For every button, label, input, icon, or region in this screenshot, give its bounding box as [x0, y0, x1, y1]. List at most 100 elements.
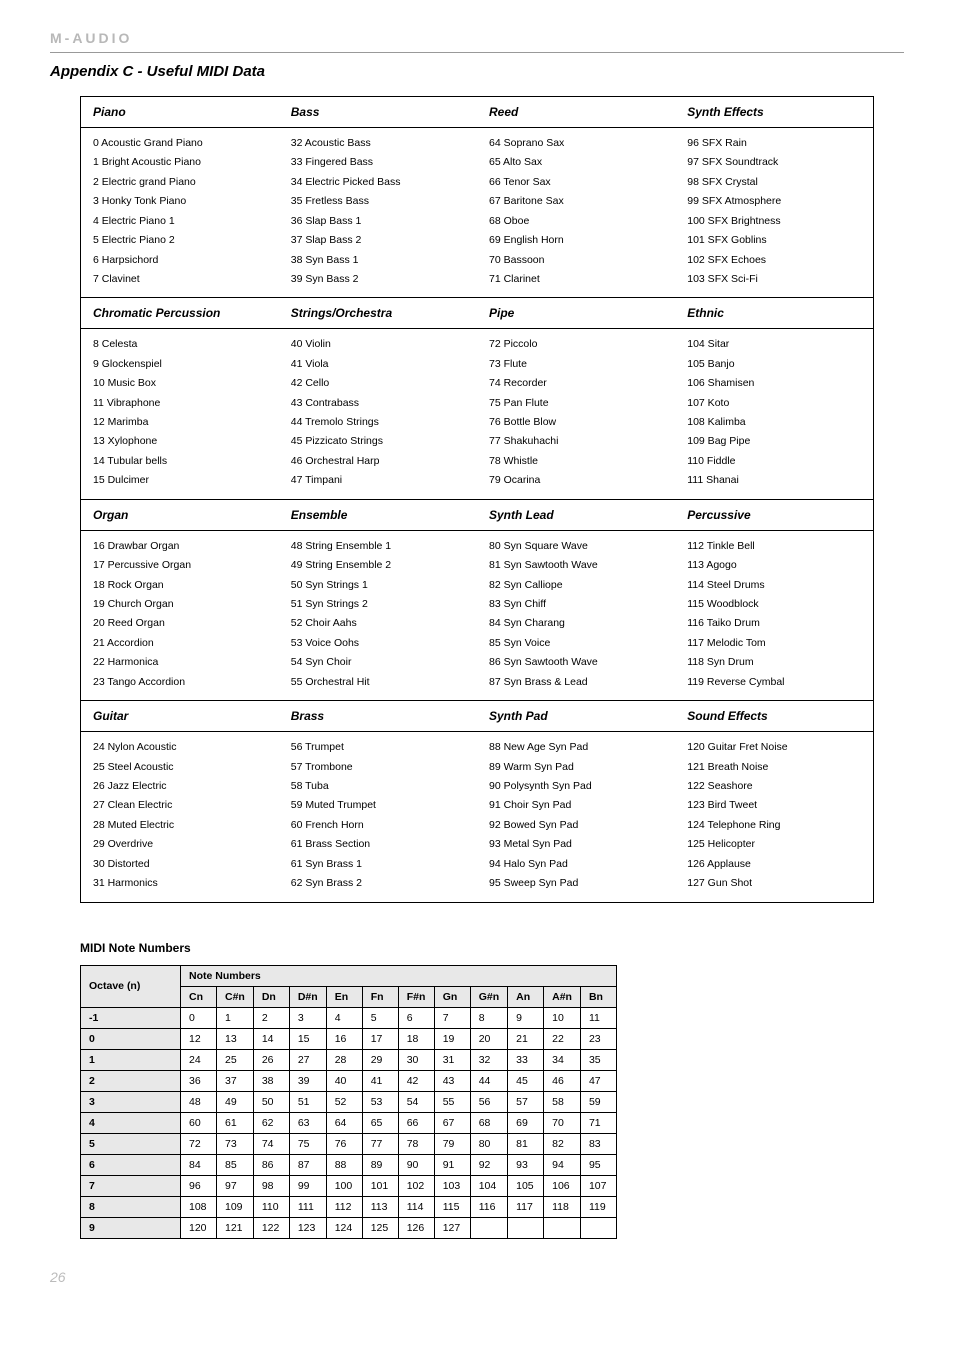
note-value-cell: 91	[434, 1154, 470, 1175]
category-items: 96 SFX Rain97 SFX Soundtrack98 SFX Cryst…	[675, 128, 873, 297]
instrument-item: 62 Syn Brass 2	[291, 874, 465, 893]
instrument-item: 12 Marimba	[93, 413, 267, 432]
instrument-item: 2 Electric grand Piano	[93, 173, 267, 192]
note-value-cell: 35	[580, 1049, 616, 1070]
note-value-cell: 109	[217, 1196, 254, 1217]
octave-cell: 7	[81, 1175, 181, 1196]
instrument-item: 107 Koto	[687, 394, 861, 413]
note-column-header: D#n	[289, 986, 326, 1007]
instrument-item: 61 Syn Brass 1	[291, 855, 465, 874]
category-items: 56 Trumpet57 Trombone58 Tuba59 Muted Tru…	[279, 732, 477, 901]
note-value-cell: 39	[289, 1070, 326, 1091]
note-value-cell: 32	[470, 1049, 507, 1070]
octave-cell: 4	[81, 1112, 181, 1133]
note-value-cell: 46	[544, 1070, 581, 1091]
octave-cell: 6	[81, 1154, 181, 1175]
note-value-cell: 119	[580, 1196, 616, 1217]
instrument-item: 47 Timpani	[291, 471, 465, 490]
note-value-cell: 38	[253, 1070, 289, 1091]
category-items: 64 Soprano Sax65 Alto Sax66 Tenor Sax67 …	[477, 128, 675, 297]
instrument-item: 79 Ocarina	[489, 471, 663, 490]
note-column-header: A#n	[544, 986, 581, 1007]
category-header: Percussive	[675, 499, 873, 531]
category-header: Synth Pad	[477, 700, 675, 732]
note-value-cell: 105	[508, 1175, 544, 1196]
category-items: 80 Syn Square Wave81 Syn Sawtooth Wave82…	[477, 531, 675, 700]
instrument-item: 124 Telephone Ring	[687, 816, 861, 835]
note-value-cell: 24	[181, 1049, 217, 1070]
note-value-cell: 16	[326, 1028, 362, 1049]
note-value-cell: 127	[434, 1217, 470, 1238]
instrument-item: 41 Viola	[291, 355, 465, 374]
midi-instruments-wrap: Piano0 Acoustic Grand Piano1 Bright Acou…	[50, 96, 904, 923]
instrument-item: 4 Electric Piano 1	[93, 212, 267, 231]
note-value-cell: 70	[544, 1112, 581, 1133]
instrument-item: 113 Agogo	[687, 556, 861, 575]
notes-section-title: MIDI Note Numbers	[80, 941, 904, 955]
note-value-cell: 124	[326, 1217, 362, 1238]
note-value-cell: 126	[398, 1217, 434, 1238]
instrument-item: 46 Orchestral Harp	[291, 452, 465, 471]
note-value-cell: 104	[470, 1175, 507, 1196]
instrument-item: 71 Clarinet	[489, 270, 663, 289]
instrument-item: 118 Syn Drum	[687, 653, 861, 672]
instrument-item: 109 Bag Pipe	[687, 432, 861, 451]
note-value-cell: 89	[362, 1154, 398, 1175]
instrument-item: 72 Piccolo	[489, 335, 663, 354]
instrument-item: 81 Syn Sawtooth Wave	[489, 556, 663, 575]
note-value-cell: 61	[217, 1112, 254, 1133]
category-header: Synth Effects	[675, 97, 873, 128]
instrument-item: 66 Tenor Sax	[489, 173, 663, 192]
instrument-item: 115 Woodblock	[687, 595, 861, 614]
instrument-item: 65 Alto Sax	[489, 153, 663, 172]
instrument-item: 8 Celesta	[93, 335, 267, 354]
note-value-cell: 62	[253, 1112, 289, 1133]
category-items: 0 Acoustic Grand Piano1 Bright Acoustic …	[81, 128, 279, 297]
note-value-cell: 17	[362, 1028, 398, 1049]
note-value-cell: 93	[508, 1154, 544, 1175]
instrument-item: 6 Harpsichord	[93, 251, 267, 270]
note-value-cell: 117	[508, 1196, 544, 1217]
instrument-item: 19 Church Organ	[93, 595, 267, 614]
note-column-header: Bn	[580, 986, 616, 1007]
instrument-item: 55 Orchestral Hit	[291, 673, 465, 692]
instrument-item: 96 SFX Rain	[687, 134, 861, 153]
instrument-item: 27 Clean Electric	[93, 796, 267, 815]
instrument-item: 105 Banjo	[687, 355, 861, 374]
note-value-cell: 76	[326, 1133, 362, 1154]
note-value-cell: 20	[470, 1028, 507, 1049]
header-divider	[50, 52, 904, 53]
category-header: Organ	[81, 499, 279, 531]
instrument-item: 39 Syn Bass 2	[291, 270, 465, 289]
instrument-item: 121 Breath Noise	[687, 758, 861, 777]
note-value-cell: 79	[434, 1133, 470, 1154]
category-items: 24 Nylon Acoustic25 Steel Acoustic26 Jaz…	[81, 732, 279, 901]
note-value-cell: 7	[434, 1007, 470, 1028]
instrument-item: 73 Flute	[489, 355, 663, 374]
note-value-cell	[470, 1217, 507, 1238]
instrument-item: 24 Nylon Acoustic	[93, 738, 267, 757]
notes-table-wrap: Octave (n)Note NumbersCnC#nDnD#nEnFnF#nG…	[50, 965, 904, 1239]
note-column-header: G#n	[470, 986, 507, 1007]
instrument-item: 60 French Horn	[291, 816, 465, 835]
instrument-item: 125 Helicopter	[687, 835, 861, 854]
instrument-item: 1 Bright Acoustic Piano	[93, 153, 267, 172]
category-items: 16 Drawbar Organ17 Percussive Organ18 Ro…	[81, 531, 279, 700]
instrument-item: 26 Jazz Electric	[93, 777, 267, 796]
instrument-item: 42 Cello	[291, 374, 465, 393]
note-value-cell: 66	[398, 1112, 434, 1133]
note-value-cell: 5	[362, 1007, 398, 1028]
note-value-cell: 50	[253, 1091, 289, 1112]
category-items: 32 Acoustic Bass33 Fingered Bass34 Elect…	[279, 128, 477, 297]
instrument-item: 51 Syn Strings 2	[291, 595, 465, 614]
note-value-cell	[544, 1217, 581, 1238]
note-value-cell: 112	[326, 1196, 362, 1217]
note-value-cell: 49	[217, 1091, 254, 1112]
instrument-item: 114 Steel Drums	[687, 576, 861, 595]
note-value-cell: 87	[289, 1154, 326, 1175]
note-value-cell: 72	[181, 1133, 217, 1154]
note-value-cell: 92	[470, 1154, 507, 1175]
instrument-item: 80 Syn Square Wave	[489, 537, 663, 556]
note-value-cell: 67	[434, 1112, 470, 1133]
instrument-item: 111 Shanai	[687, 471, 861, 490]
